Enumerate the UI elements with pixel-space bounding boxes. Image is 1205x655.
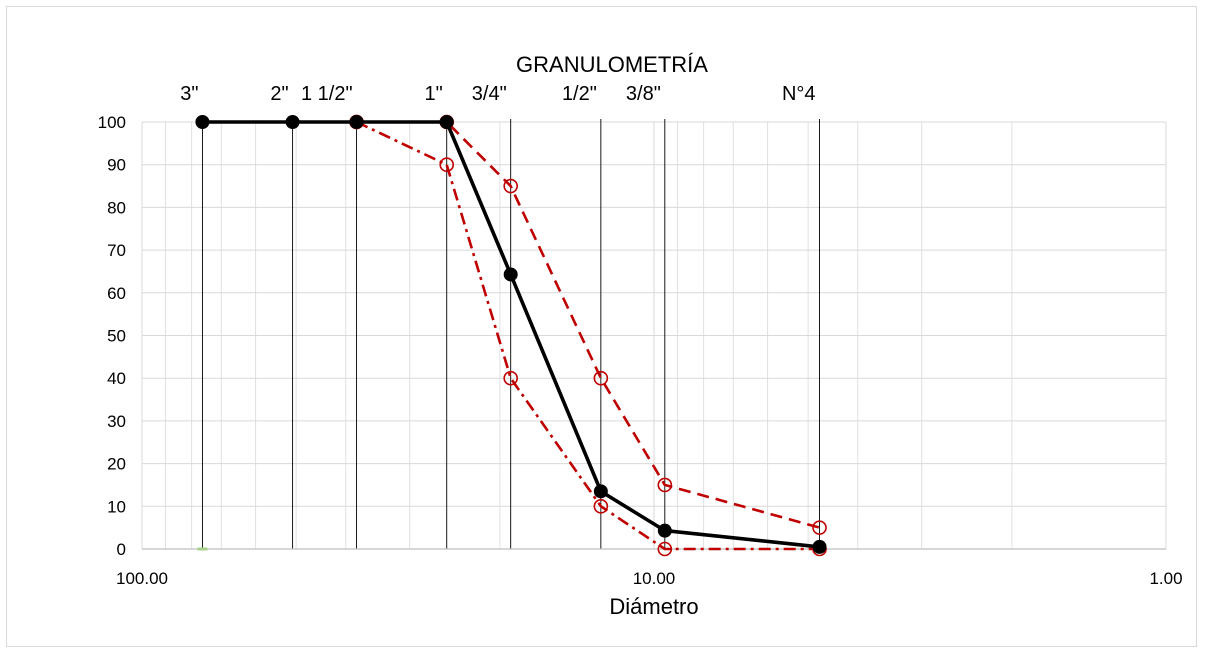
- x-tick-label: 10.00: [633, 569, 676, 588]
- labels-layer: 3" 2" 1 1/2" 1" 3/4" 1/2" 3/8" N°4 0 10 20 30 40 50 60…: [98, 83, 1183, 588]
- data-point: [503, 178, 518, 194]
- series-line: [202, 120, 820, 549]
- y-tick-label: 0: [117, 540, 126, 559]
- data-point: [439, 157, 455, 172]
- data-point: [812, 520, 827, 535]
- x-tick-label: 1.00: [1149, 569, 1182, 588]
- y-tick-label: 80: [107, 198, 126, 217]
- y-tick-label: 60: [107, 284, 126, 303]
- sieve-label: 3/4": [472, 83, 507, 105]
- data-point: [657, 477, 673, 493]
- sieve-label: 1/2": [562, 83, 597, 105]
- data-point: [503, 267, 518, 282]
- y-tick-label: 10: [107, 497, 126, 516]
- y-tick-label: 50: [107, 327, 126, 346]
- series-line: [356, 120, 820, 529]
- data-point: [593, 370, 609, 386]
- sieve-label: N°4: [782, 83, 816, 105]
- extra-marker: [197, 547, 208, 551]
- sieve-lines: [201, 119, 820, 549]
- y-tick-label: 30: [107, 412, 126, 431]
- data-point: [812, 539, 827, 554]
- y-tick-label: 40: [107, 369, 126, 388]
- sieve-label: 3": [180, 83, 198, 105]
- major-gridlines: [141, 121, 1167, 550]
- data-point: [657, 541, 673, 557]
- sieve-label: 3/8": [626, 83, 661, 105]
- y-tick-label: 70: [107, 241, 126, 260]
- y-tick-label: 20: [107, 455, 126, 474]
- data-point: [439, 115, 454, 129]
- series-line: [356, 120, 820, 551]
- data-point: [593, 484, 608, 499]
- data-point: [593, 498, 609, 514]
- x-tick-label: 100.00: [116, 569, 168, 588]
- y-tick-label: 90: [107, 156, 126, 175]
- data-point: [285, 115, 300, 129]
- data-point: [503, 370, 518, 386]
- sieve-label: 2": [270, 83, 288, 105]
- y-tick-label: 100: [98, 113, 126, 132]
- series-layer: [195, 114, 827, 557]
- chart-title: GRANULOMETRÍA: [516, 52, 708, 77]
- data-point: [195, 115, 210, 129]
- sieve-label: 1": [424, 83, 442, 105]
- data-point: [657, 523, 672, 538]
- chart-frame: [6, 6, 1197, 647]
- data-point: [349, 115, 364, 129]
- x-axis-label: Diámetro: [609, 594, 698, 619]
- sieve-label: 1 1/2": [301, 83, 353, 105]
